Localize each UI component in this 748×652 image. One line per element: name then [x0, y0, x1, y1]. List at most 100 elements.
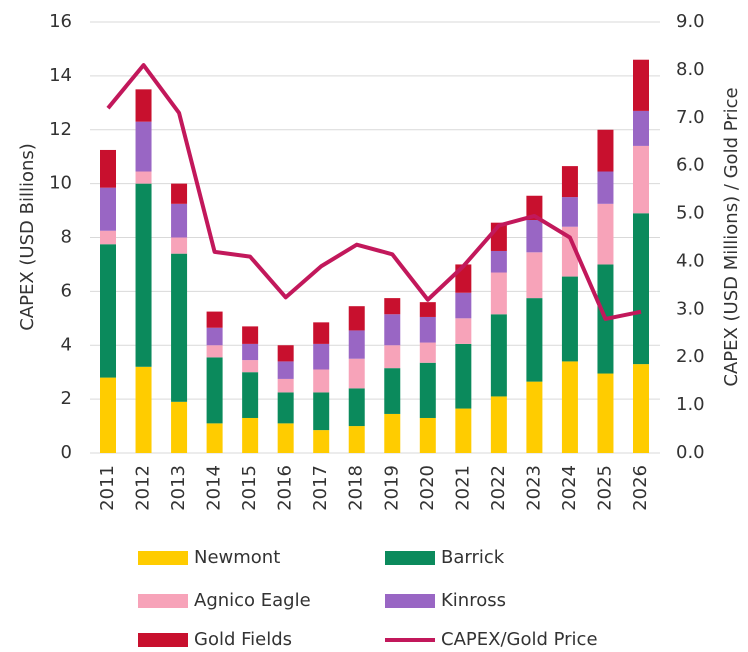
y2-tick-label: 7.0 [676, 107, 705, 128]
x-tick-label: 2026 [630, 465, 651, 511]
bar-segment [561, 276, 578, 362]
x-tick-label: 2014 [204, 465, 225, 511]
bar-segment [419, 302, 436, 317]
bar-segment [206, 345, 223, 358]
legend-swatch [138, 551, 188, 565]
bar-segment [597, 129, 614, 172]
bar-segment [526, 195, 543, 220]
bar-segment [171, 401, 188, 453]
bar-segment [100, 244, 116, 378]
bar-segment [348, 330, 365, 359]
legend-label: Barrick [441, 547, 505, 568]
bar-segment [348, 426, 365, 453]
y-tick-label: 2 [61, 388, 72, 409]
bar-segment [277, 392, 294, 424]
bar-segment [242, 372, 259, 418]
bar-segment [384, 298, 401, 315]
bar-segment [633, 145, 649, 214]
legend-label: Agnico Eagle [194, 590, 311, 611]
bar-segment [633, 213, 649, 365]
bar-segment [526, 298, 543, 382]
y-tick-label: 8 [61, 227, 72, 248]
bar-segment [313, 430, 330, 453]
bar-segment [135, 366, 152, 453]
bar-segment [633, 364, 649, 453]
y-tick-label: 6 [61, 280, 72, 301]
bar-segment [455, 343, 472, 409]
bar-segment [206, 423, 223, 453]
bar-segment [277, 423, 294, 453]
bar-segment [171, 183, 188, 204]
legend-swatch [138, 633, 188, 647]
bar-segment [277, 361, 294, 379]
bar-segment [313, 322, 330, 344]
bar-segment [490, 314, 507, 397]
bar-segment [526, 381, 543, 453]
bar-segment [561, 361, 578, 453]
bar-segment [100, 187, 116, 231]
bar-segment [384, 368, 401, 414]
bar-segment [171, 253, 188, 402]
y-tick-label: 10 [49, 173, 72, 194]
bar-segment [419, 362, 436, 418]
bar-segment [277, 378, 294, 393]
x-tick-label: 2017 [310, 465, 331, 511]
x-tick-label: 2020 [417, 465, 438, 511]
y2-tick-label: 0.0 [676, 442, 705, 463]
bar-segment [597, 171, 614, 204]
bar-segment [135, 121, 152, 172]
bar-segment [419, 342, 436, 363]
bar-segment [313, 392, 330, 431]
bar-segment [384, 314, 401, 346]
bar-segment [384, 413, 401, 453]
y2-tick-label: 9.0 [676, 11, 705, 32]
y-axis-label: CAPEX (USD Billions) [17, 143, 38, 331]
bar-segment [242, 360, 259, 373]
y-tick-label: 0 [61, 442, 72, 463]
bar-segment [100, 149, 116, 188]
bar-segment [348, 388, 365, 427]
bar-segment [135, 89, 152, 122]
bar-segment [561, 197, 578, 227]
bar-segment [171, 237, 188, 254]
y-tick-label: 14 [49, 65, 72, 86]
bar-segment [384, 345, 401, 369]
x-tick-label: 2018 [346, 465, 367, 511]
bar-segment [633, 59, 649, 111]
x-tick-label: 2016 [275, 465, 296, 511]
bar-segment [419, 316, 436, 343]
x-tick-label: 2021 [452, 465, 473, 511]
x-tick-label: 2022 [488, 465, 509, 511]
x-tick-label: 2013 [168, 465, 189, 511]
bar-segment [206, 357, 223, 424]
bar-segment [633, 110, 649, 146]
y-tick-label: 4 [61, 334, 72, 355]
legend-swatch [385, 551, 435, 565]
bar-segment [455, 408, 472, 453]
y2-tick-label: 6.0 [676, 155, 705, 176]
y2-tick-label: 8.0 [676, 59, 705, 80]
bar-segment [242, 326, 259, 344]
bar-segment [419, 417, 436, 453]
bar-segment [135, 171, 152, 184]
bar-segment [135, 183, 152, 367]
x-tick-label: 2023 [523, 465, 544, 511]
bar-segment [206, 327, 223, 346]
y2-tick-label: 4.0 [676, 250, 705, 271]
y2-tick-label: 1.0 [676, 394, 705, 415]
x-tick-label: 2015 [239, 465, 260, 511]
bar-segment [490, 396, 507, 453]
legend-label: CAPEX/Gold Price [441, 629, 598, 650]
bar-segment [348, 306, 365, 331]
bar-segment [561, 226, 578, 277]
bar-segment [171, 203, 188, 238]
bar-segment [313, 343, 330, 370]
bar-segment [490, 250, 507, 273]
legend-label: Kinross [441, 590, 506, 611]
bar-segment [455, 318, 472, 344]
bar-segment [100, 377, 116, 453]
x-tick-label: 2012 [133, 465, 154, 511]
x-tick-label: 2019 [381, 465, 402, 511]
legend-swatch [385, 594, 435, 608]
